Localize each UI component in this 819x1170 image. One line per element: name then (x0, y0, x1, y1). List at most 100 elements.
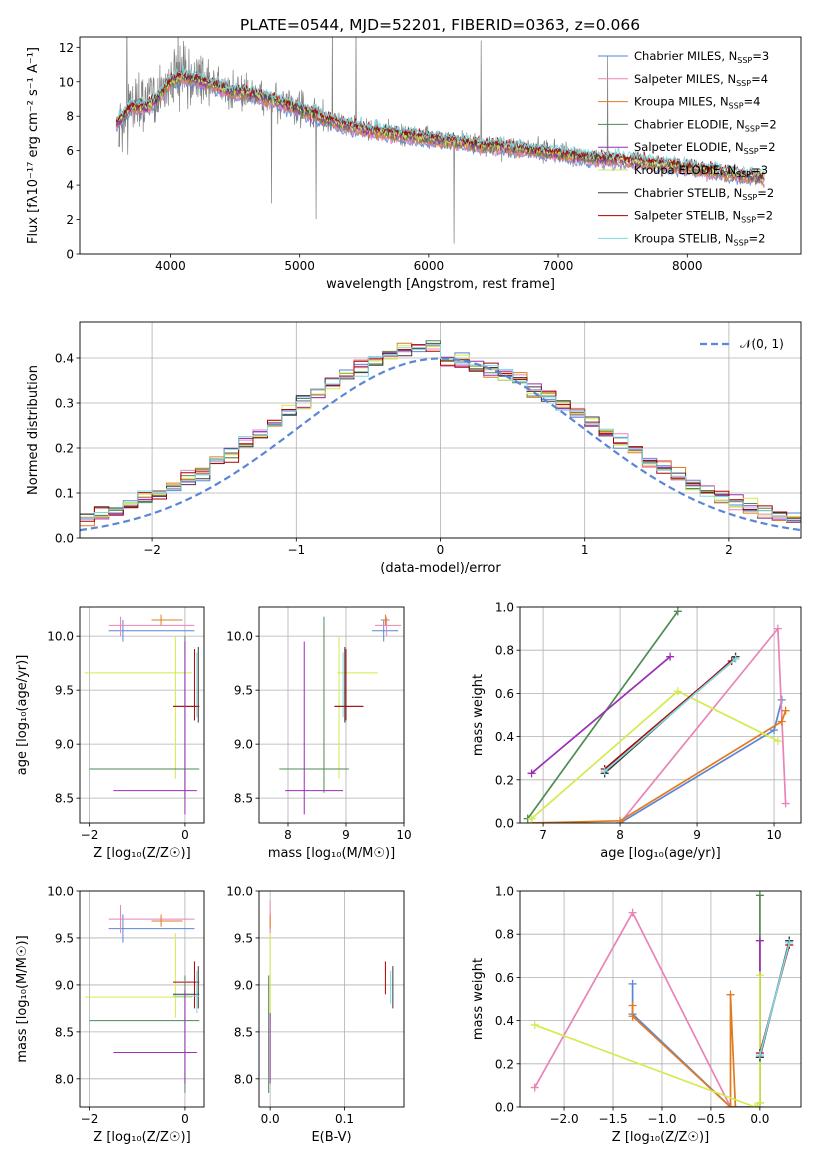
x-axis-label: age [log₁₀(age/yr)] (600, 846, 721, 861)
y-tick-label: 8 (66, 110, 74, 124)
plot-area (523, 607, 790, 823)
panel-residuals: −2 −1 0 1 2 0.0 0.1 0.2 0.3 0.4 (data-model)/error… (26, 321, 802, 576)
plot-area (279, 614, 402, 815)
y-tick-label: 2 (66, 213, 74, 227)
normal-curve (80, 357, 801, 532)
x-tick-label: 5000 (284, 259, 315, 273)
legend-entry: Chabrier ELODIE, NSSP=2 (634, 117, 777, 133)
data-point-marker (731, 654, 740, 663)
legend-entry-count: =4 (751, 72, 768, 86)
data-point-marker (755, 971, 764, 980)
legend-entry-subscript: SSP (737, 56, 752, 65)
panel-age-vs-Z: −2 0 8.5 9.0 9.5 10.0 Z [log₁₀(Z/Z☉)] age [log₁… (15, 606, 205, 861)
plot-area (115, 37, 765, 244)
data-point-marker (755, 936, 764, 945)
legend-entry-count: =3 (752, 49, 769, 63)
y-tick-label: 0.4 (495, 1014, 514, 1028)
y-tick-label: 0.2 (55, 442, 74, 456)
x-tick-label: 0.0 (750, 1112, 769, 1126)
x-tick-label: 2 (725, 543, 733, 557)
y-tick-label: 8.0 (55, 1072, 74, 1086)
y-tick-label: 0.0 (55, 532, 74, 546)
y-axis-label: Flux [fλ10⁻¹⁷ erg cm⁻² s⁻¹ A⁻¹] (26, 47, 41, 244)
legend-entry-count: =2 (760, 117, 777, 131)
y-tick-label: 10.0 (226, 630, 253, 644)
ticks: 4000 5000 6000 7000 8000 0 2 4 6 8 10 12 (59, 41, 703, 273)
x-tick-label: 10 (766, 828, 781, 842)
legend-entry-name: Salpeter STELIB, N (634, 209, 741, 223)
y-tick-label: 8.5 (234, 792, 253, 806)
y-tick-label: 1.0 (495, 601, 514, 615)
axes-frame (79, 36, 802, 255)
legend-entry-name: Chabrier ELODIE, N (634, 117, 745, 131)
x-tick-label: −2.0 (549, 1112, 578, 1126)
y-tick-label: 9.0 (55, 738, 74, 752)
y-tick-label: 10.0 (47, 630, 74, 644)
legend-entry-subscript: SSP (734, 238, 749, 247)
panel-mass-vs-Z: −2 0 8.0 8.5 9.0 9.5 10.0 Z [log₁₀(Z/Z☉)] mass [… (15, 885, 205, 1145)
data-point-marker (781, 799, 790, 808)
model-spectrum-line (115, 70, 765, 180)
x-tick-label: −2 (143, 543, 161, 557)
y-tick-label: 6 (66, 144, 74, 158)
x-tick-label: −1.5 (598, 1112, 627, 1126)
grid (259, 890, 404, 1107)
x-axis-label: E(B-V) (311, 1130, 351, 1145)
legend-entry-subscript: SSP (742, 193, 757, 202)
grid (520, 606, 801, 824)
legend-entry-name: Kroupa MILES, N (634, 95, 729, 109)
y-tick-label: 9.0 (55, 978, 74, 992)
panel-massweight-vs-age: 7 8 9 10 0.0 0.2 0.4 0.6 0.8 1.0 age [log₁₀(age/yr… (471, 601, 802, 861)
panel-spectrum: 4000 5000 6000 7000 8000 0 2 4 6 8 10 12 wavelength … (26, 36, 802, 292)
x-tick-label: −0.5 (696, 1112, 725, 1126)
y-tick-label: 0.8 (495, 928, 514, 942)
data-point-marker (628, 979, 637, 988)
data-point-marker (731, 1103, 740, 1107)
y-axis-label: mass weight (471, 674, 486, 756)
y-tick-label: 0.1 (55, 487, 74, 501)
x-tick-label: 1 (581, 543, 589, 557)
legend-entry-name: Chabrier MILES, N (634, 49, 737, 63)
legend-entry: 𝒩(0, 1) (740, 337, 784, 351)
y-tick-label: 0 (66, 248, 74, 262)
data-point-marker (527, 814, 536, 823)
axes-frame (519, 606, 802, 824)
legend-entry: Salpeter ELODIE, NSSP=2 (634, 140, 776, 156)
legend-entry: Kroupa MILES, NSSP=4 (634, 95, 760, 111)
plot-area (84, 614, 200, 815)
y-tick-label: 0.0 (495, 817, 514, 831)
y-axis-label: age [log₁₀(age/yr)] (15, 655, 30, 776)
x-tick-label: 0 (181, 828, 189, 842)
legend-entry: Chabrier MILES, NSSP=3 (634, 49, 769, 65)
series-line (631, 993, 737, 1107)
y-axis-label: mass weight (471, 958, 486, 1040)
x-axis-label: wavelength [Angstrom, rest frame] (326, 277, 555, 292)
x-axis-label: Z [log₁₀(Z/Z☉)] (93, 1130, 190, 1145)
y-tick-label: 8.5 (55, 1025, 74, 1039)
panel-massweight-vs-Z: −2.0 −1.5 −1.0 −0.5 0.0 0.0 0.2 0.4 0.6 0.8 1.0 Z [… (471, 885, 802, 1145)
y-axis-label: mass [log₁₀(M/M☉)] (15, 935, 30, 1062)
y-tick-label: 9.5 (234, 684, 253, 698)
axes-frame (79, 321, 802, 539)
data-point-marker (530, 1083, 539, 1092)
x-axis-label: Z [log₁₀(Z/Z☉)] (612, 1130, 709, 1145)
series-line (759, 942, 791, 1056)
x-tick-label: −1 (287, 543, 305, 557)
y-tick-label: 4 (66, 179, 74, 193)
data-point-marker (773, 736, 782, 745)
data-point-marker (616, 816, 625, 823)
legend-entry-name: Chabrier STELIB, N (634, 186, 742, 200)
legend-entry-subscript: SSP (736, 79, 751, 88)
legend-entry-subscript: SSP (744, 147, 759, 156)
axes-frame (258, 890, 405, 1108)
axes-frame (79, 890, 205, 1108)
legend-entry-name: Salpeter ELODIE, N (634, 140, 744, 154)
data-point-marker (781, 706, 790, 715)
data-point-marker (666, 652, 675, 661)
data-point-marker (726, 990, 735, 999)
y-tick-label: 8.0 (234, 1072, 253, 1086)
plot-area (268, 900, 394, 1093)
x-tick-label: 0.1 (335, 1112, 354, 1126)
axes-frame (258, 606, 405, 824)
